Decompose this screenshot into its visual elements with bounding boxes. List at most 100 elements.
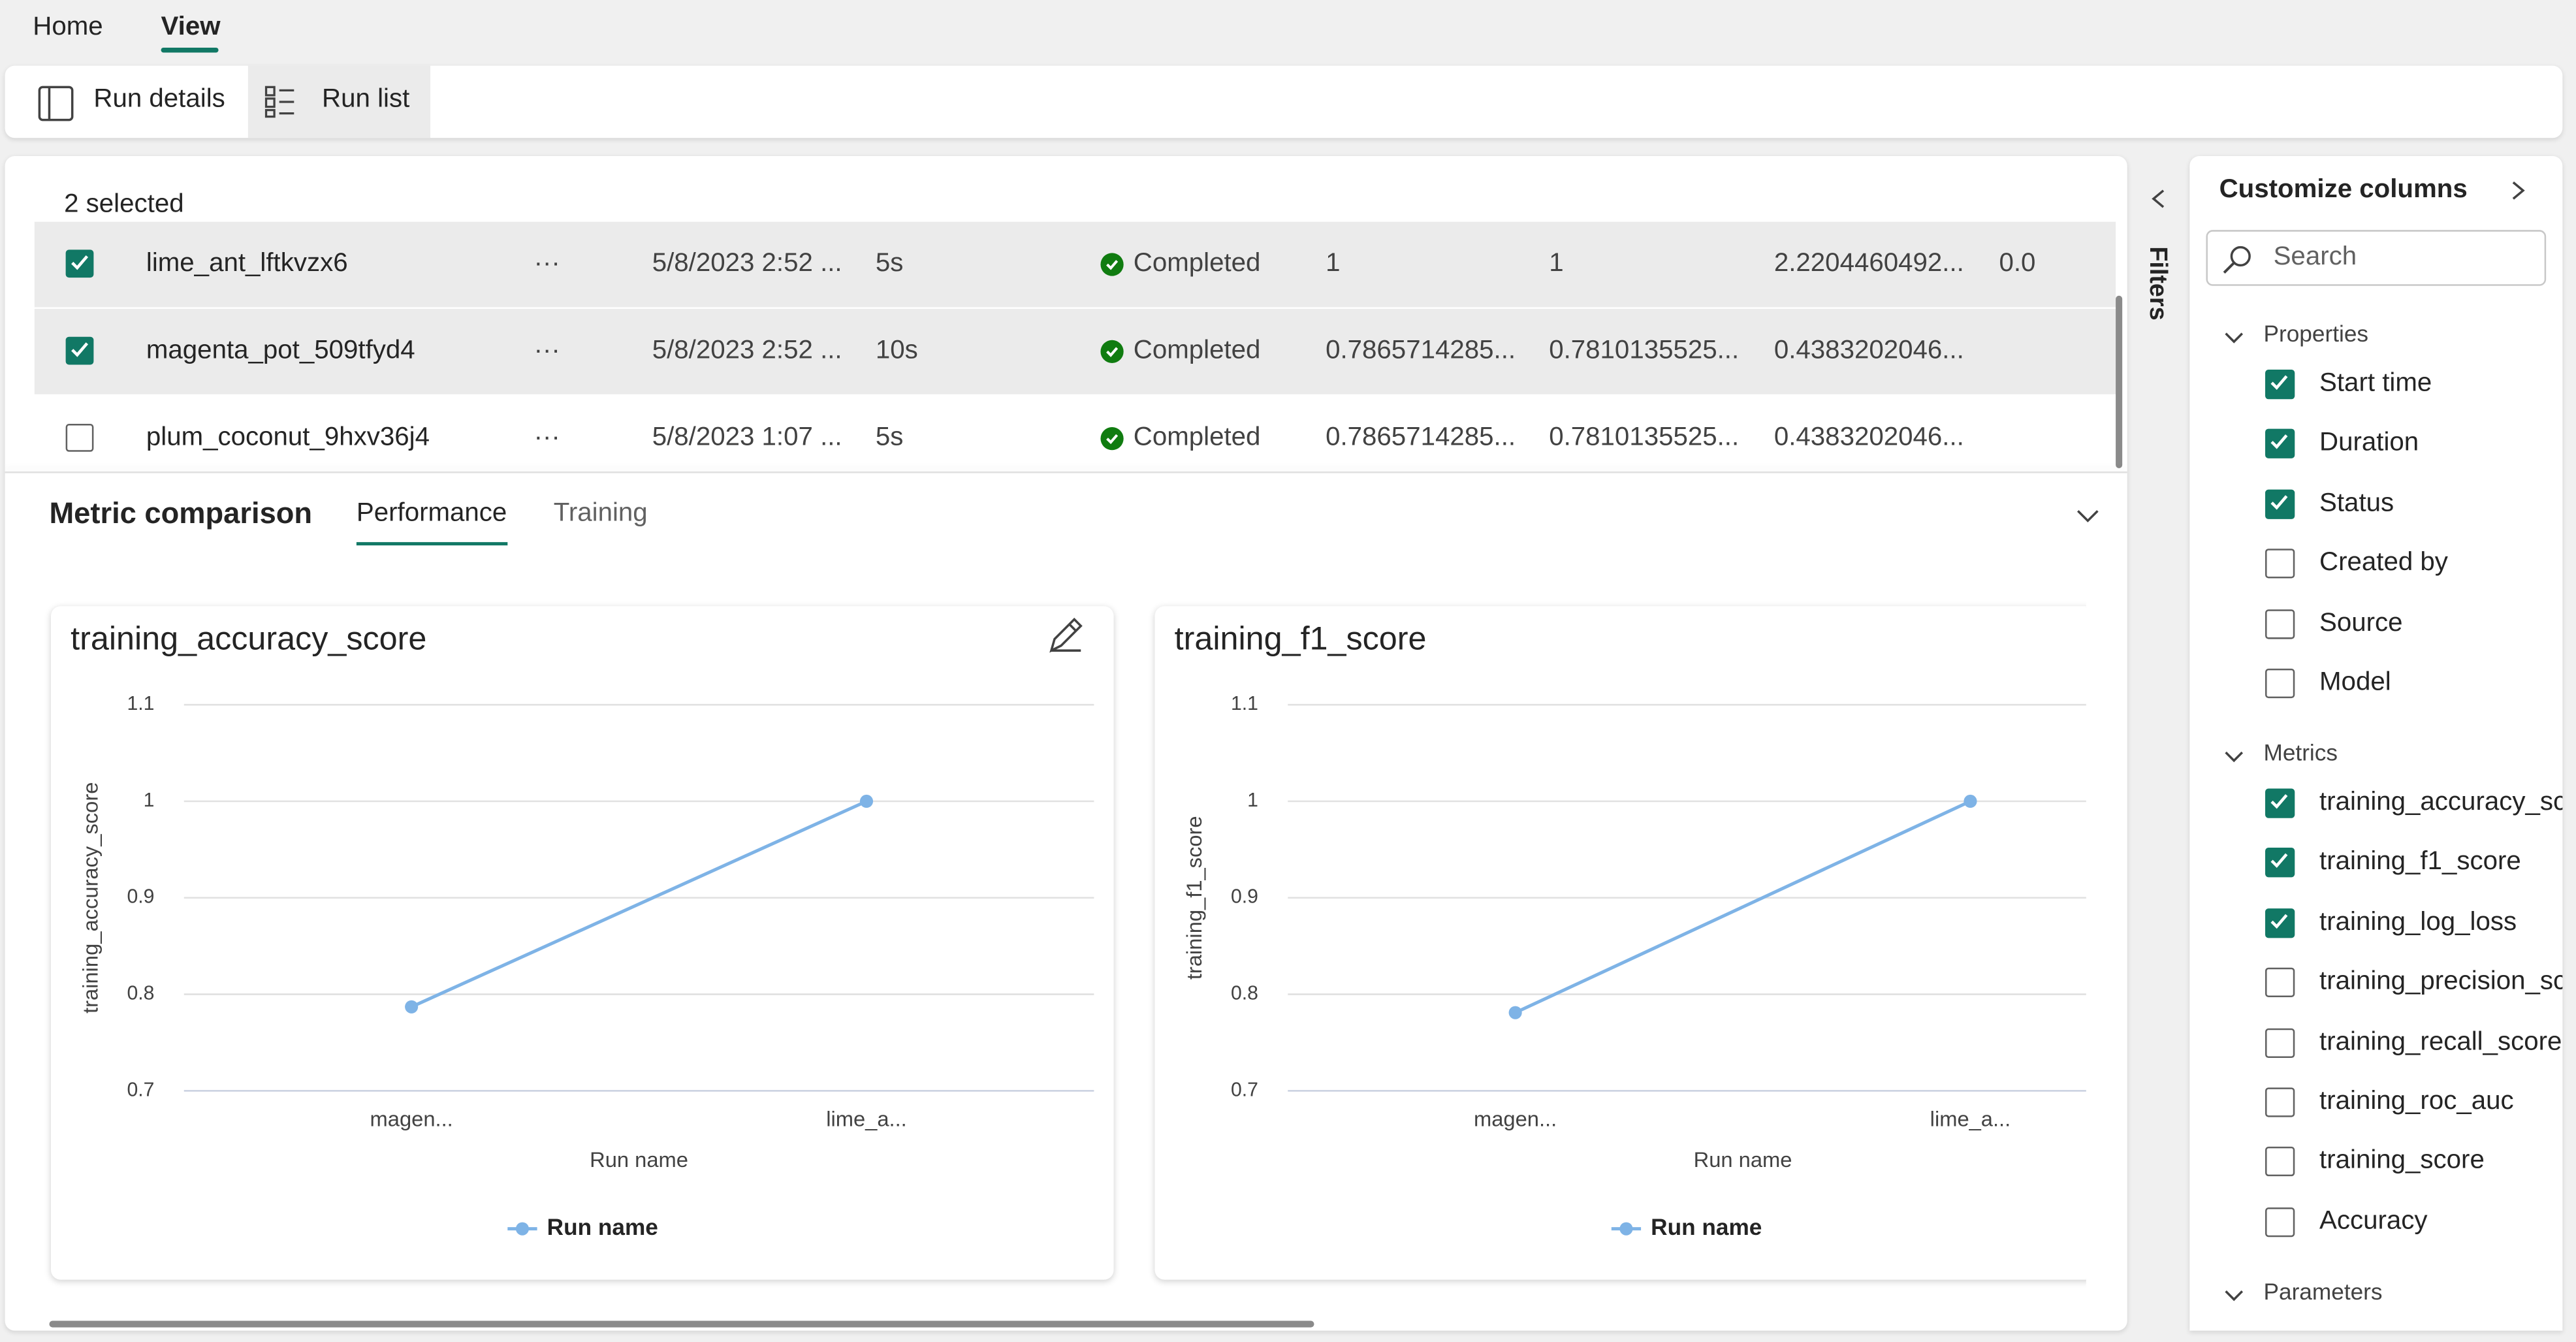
tab[interactable]: Home	[33, 13, 103, 41]
y-tick-label: 1.1	[127, 693, 155, 714]
checkbox[interactable]	[65, 249, 94, 278]
checkbox[interactable]	[2265, 968, 2295, 998]
column-option[interactable]: Start time	[2319, 370, 2432, 398]
toolbar-button[interactable]: Run details	[93, 85, 225, 114]
table-cell: 1	[1326, 249, 1341, 278]
table-row[interactable]	[34, 221, 2116, 308]
column-option[interactable]: training_score	[2319, 1147, 2485, 1175]
x-axis-label: Run name	[1694, 1147, 1792, 1172]
checkbox[interactable]	[2265, 609, 2295, 639]
group-chevron[interactable]	[2223, 325, 2246, 355]
main-panel: 2 selected lime_ant_lftkvzx6 ··· 5/8/2023 …	[5, 155, 2127, 1331]
chart-card: training_accuracy_score 0.7 0.8 0.9 1 1.1 mage…	[50, 606, 1114, 1280]
table-cell: ···	[533, 336, 560, 365]
customize-panel: Customize columns Search Properties Start…	[2189, 155, 2563, 1331]
x-tick-label: lime_a...	[1930, 1106, 2011, 1130]
point	[1964, 794, 1977, 808]
table-cell: 5/8/2023 2:52 ...	[652, 249, 842, 278]
table-cell: 5/8/2023 1:07 ...	[652, 424, 842, 452]
checkbox[interactable]	[2265, 370, 2295, 400]
x-axis-label: Run name	[590, 1147, 688, 1172]
checkbox[interactable]	[65, 336, 94, 365]
filters-label[interactable]: Filters	[2143, 246, 2172, 321]
y-axis-label: training_f1_score	[1182, 816, 1206, 980]
table-cell: magenta_pot_509tfyd4	[146, 336, 415, 365]
checkbox[interactable]	[2265, 668, 2295, 699]
column-option[interactable]: training_roc_auc	[2319, 1087, 2514, 1116]
checkbox[interactable]	[2265, 788, 2295, 818]
checkbox[interactable]	[2265, 908, 2295, 938]
checkbox[interactable]	[2265, 1147, 2295, 1177]
column-option[interactable]: training_recall_score	[2319, 1027, 2562, 1056]
table-cell: 0.0	[1999, 249, 2036, 278]
column-option[interactable]: Accuracy	[2319, 1207, 2428, 1236]
table-cell: 2.2204460492...	[1773, 249, 1964, 278]
checkbox[interactable]	[2265, 489, 2295, 519]
legend-marker	[515, 1222, 530, 1236]
table-row[interactable]	[34, 396, 2116, 482]
search-box[interactable]: Search	[2206, 230, 2547, 286]
checkbox[interactable]	[2265, 549, 2295, 579]
table-cell: 1	[1549, 249, 1564, 278]
toolbar-button[interactable]: Run list	[322, 85, 410, 114]
x-tick-label: lime_a...	[826, 1106, 907, 1130]
tab[interactable]: View	[161, 13, 221, 41]
checkbox[interactable]	[2265, 1207, 2295, 1237]
y-tick-label: 0.8	[1231, 983, 1258, 1004]
chart: training_f1_score 0.7 0.8 0.9 1 1.1 magen... li…	[1175, 619, 2086, 1240]
section-title: Metric comparison	[49, 496, 313, 530]
checkbox[interactable]	[2265, 1027, 2295, 1058]
column-option[interactable]: Status	[2319, 489, 2394, 517]
y-tick-label: 1.1	[1231, 693, 1258, 714]
point	[1508, 1006, 1522, 1019]
table-cell: Completed	[1133, 424, 1261, 452]
group-chevron[interactable]	[2223, 744, 2246, 774]
column-option[interactable]: training_precision_score	[2319, 968, 2563, 996]
group-name: Parameters	[2263, 1277, 2383, 1304]
y-tick-label: 0.8	[127, 983, 155, 1004]
column-option[interactable]: training_log_loss	[2319, 908, 2517, 936]
checkbox[interactable]	[2265, 429, 2295, 459]
checkbox[interactable]	[65, 424, 94, 452]
table-cell: 5/8/2023 2:52 ...	[652, 336, 842, 365]
y-axis-label: training_accuracy_score	[78, 782, 103, 1014]
column-option[interactable]: training_accuracy_score	[2319, 788, 2563, 817]
column-option[interactable]: training_f1_score	[2319, 848, 2521, 876]
close[interactable]	[2510, 179, 2526, 202]
table-cell: 0.7865714285...	[1326, 424, 1516, 452]
table-row[interactable]	[34, 308, 2116, 394]
table-cell: 5s	[875, 249, 904, 278]
column-option[interactable]: Duration	[2319, 429, 2419, 458]
tab[interactable]: Performance	[356, 499, 507, 528]
column-option[interactable]: Source	[2319, 609, 2403, 637]
legend-marker	[1619, 1222, 1633, 1236]
icon	[2223, 246, 2251, 274]
table-cell: 0.7865714285...	[1326, 336, 1516, 365]
table-cell: 10s	[875, 336, 918, 365]
run-table: lime_ant_lftkvzx6 ··· 5/8/2023 2:52 ... 5s C…	[5, 156, 2127, 485]
scrollbar	[2116, 295, 2123, 468]
y-tick-label: 0.7	[127, 1079, 155, 1100]
collapse[interactable]	[2075, 507, 2101, 524]
checkbox[interactable]	[2265, 1087, 2295, 1117]
column-option[interactable]: Created by	[2319, 549, 2448, 577]
tab[interactable]: Training	[553, 499, 648, 528]
chart: training_accuracy_score 0.7 0.8 0.9 1 1.1 mage…	[71, 617, 1094, 1240]
column-groups: Properties Start time Duration Status Create…	[2189, 156, 2562, 1331]
edit-icon[interactable]	[1049, 617, 1083, 653]
group-name: Metrics	[2263, 739, 2338, 766]
checkbox[interactable]	[2265, 848, 2295, 878]
table-cell: 0.7810135525...	[1549, 336, 1740, 365]
x-tick-label: magen...	[1474, 1106, 1557, 1130]
scrollbar	[49, 1320, 1314, 1328]
expand-filters[interactable]	[2148, 187, 2168, 210]
table-cell: Completed	[1133, 249, 1261, 278]
x-tick-label: magen...	[370, 1106, 453, 1130]
y-tick-label: 1	[1247, 790, 1258, 811]
table-cell: Completed	[1133, 336, 1261, 365]
y-tick-label: 0.9	[1231, 886, 1258, 908]
table-cell: plum_coconut_9hxv36j4	[146, 424, 430, 452]
group-chevron[interactable]	[2223, 1283, 2246, 1312]
column-option[interactable]: Model	[2319, 668, 2391, 697]
